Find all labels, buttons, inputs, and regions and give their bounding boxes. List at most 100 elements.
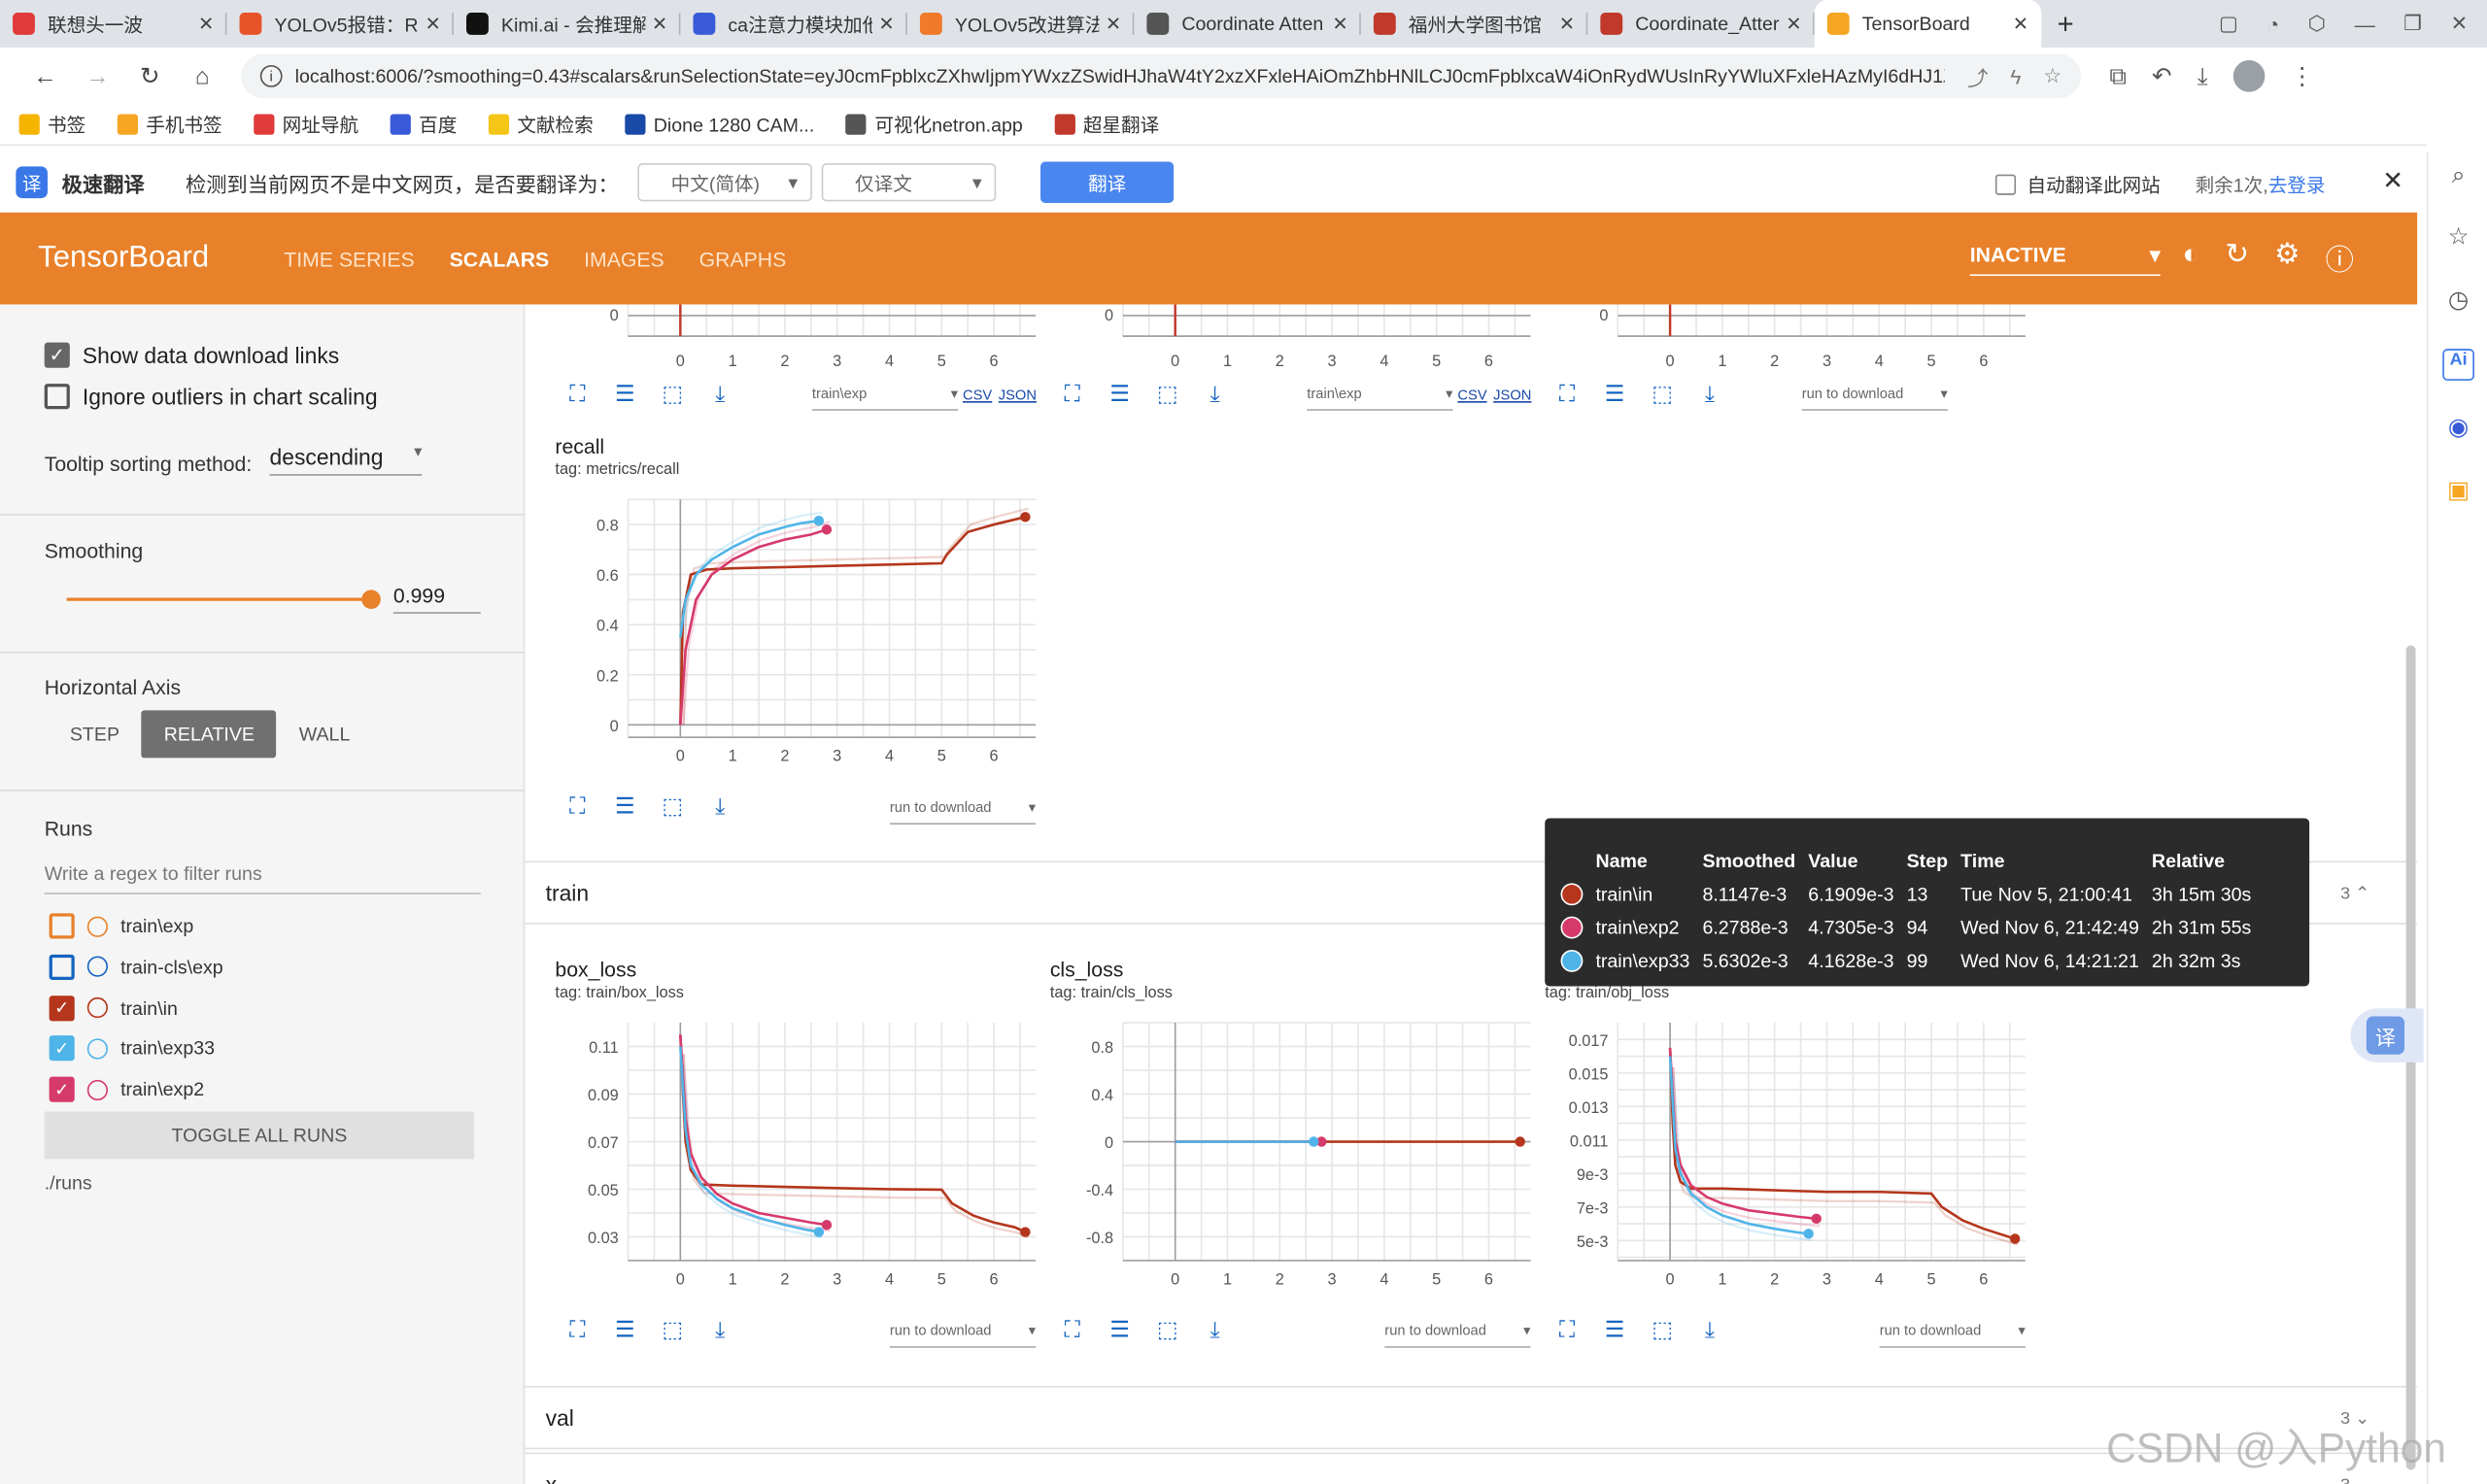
browser-tab[interactable]: ca注意力模块加他 ✕ [680,0,907,48]
run-download-select[interactable]: run to download ▾ [889,799,1037,825]
bookmark-item[interactable]: 书签 [18,111,86,138]
auto-translate-option[interactable]: 自动翻译此网站 [1994,171,2161,198]
run-checkbox[interactable] [49,913,75,939]
floating-translate-button[interactable]: 译 [2350,1008,2424,1062]
smoothing-input[interactable]: 0.999 [392,584,481,614]
restore-button[interactable]: ❐ [2403,11,2423,35]
login-link[interactable]: 去登录 [2267,174,2326,197]
fit-domain-icon[interactable]: ⬚ [662,793,684,819]
theme-icon[interactable]: ◐ [2182,237,2200,270]
close-tab-icon[interactable]: ✕ [1786,13,1802,35]
fullscreen-icon[interactable]: ⛶ [1559,380,1576,406]
favorites-icon[interactable]: ☆ [2447,223,2470,251]
browser-tab[interactable]: Kimi.ai - 会推理解 ✕ [454,0,681,48]
run-download-select[interactable]: run to download ▾ [1801,386,1948,411]
undo-icon[interactable]: ↶ [2152,63,2172,91]
fullscreen-icon[interactable]: ⛶ [1559,1316,1576,1342]
refresh-icon[interactable]: ↻ [2225,237,2250,270]
close-window-button[interactable]: ✕ [2450,11,2469,35]
browser-tab[interactable]: TensorBoard ✕ [1814,0,2042,48]
plugin-select[interactable]: INACTIVE ▾ [1969,242,2161,276]
obj-loss-chart[interactable]: 0 1 2 3 4 5 6 5e-3 7e-3 9e-3 0.011 0.013 0.015 0.017 [1545,1010,2028,1296]
download-icon[interactable]: ⤓ [1209,1316,1220,1342]
smoothing-slider-track[interactable] [66,597,372,601]
runs-filter-input[interactable]: Write a regex to filter runs [44,862,481,894]
help-icon[interactable]: ⓘ [2325,244,2355,277]
run-item[interactable]: ✓ train\exp2 [49,1076,204,1102]
run-checkbox[interactable]: ✓ [49,995,75,1021]
chevron-down-icon[interactable]: ⌄ [2355,1475,2369,1484]
tab-graphs[interactable]: GRAPHS [698,246,787,271]
download-icon[interactable]: ⤓ [1704,380,1716,406]
download-icon[interactable]: ⤓ [1209,380,1220,406]
new-tab-button[interactable]: + [2057,7,2074,39]
auto-translate-checkbox[interactable] [1994,174,2017,195]
more-menu-icon[interactable]: ⋮ [2290,63,2314,91]
download-csv-link[interactable]: CSV [1457,387,1487,403]
cls-loss-chart[interactable]: 0 1 2 3 4 5 6 -0.8 -0.4 0 0.4 0.8 [1050,1010,1534,1296]
series-line[interactable] [1668,1047,2016,1240]
run-checkbox[interactable]: ✓ [49,1076,75,1102]
history-icon[interactable]: ◷ [2447,287,2470,315]
search-icon[interactable]: ⌕ [2451,161,2466,189]
ai-icon[interactable]: Ai [2442,349,2474,381]
data-table-icon[interactable]: ☰ [1604,1316,1625,1342]
run-item[interactable]: train\exp [49,913,193,939]
download-csv-link[interactable]: CSV [963,387,993,403]
forward-button[interactable]: → [85,62,110,90]
mode-select[interactable]: 仅译文 ▾ [821,163,997,202]
data-table-icon[interactable]: ☰ [1604,380,1625,406]
fit-domain-icon[interactable]: ⬚ [1156,380,1178,406]
show-download-links-checkbox[interactable]: ✓ [44,342,70,368]
tab-images[interactable]: IMAGES [584,246,664,271]
fit-domain-icon[interactable]: ⬚ [1652,1316,1673,1342]
download-icon[interactable]: ⤓ [715,793,726,819]
home-button[interactable]: ⌂ [194,62,210,90]
browser-tab[interactable]: 福州大学图书馆 ✕ [1361,0,1588,48]
site-info-icon[interactable]: i [259,64,283,87]
run-color-circle[interactable] [86,915,109,937]
reload-button[interactable]: ↻ [140,63,160,91]
fullscreen-icon[interactable]: ⛶ [1064,380,1080,406]
run-color-circle[interactable] [86,956,109,978]
settings-gear-icon[interactable]: ⚙ [2274,237,2300,270]
tooltip-sorting-select[interactable]: descending ▾ [269,444,423,476]
browser-tab[interactable]: Coordinate_Atter ✕ [1587,0,1815,48]
run-checkbox[interactable] [49,954,75,980]
fullscreen-icon[interactable]: ⛶ [569,380,586,406]
download-icon[interactable]: ⤓ [2197,62,2208,90]
download-json-link[interactable]: JSON [1493,387,1532,403]
series-line[interactable] [679,516,1026,725]
smoothing-slider-thumb[interactable] [360,590,381,609]
toggle-all-runs-button[interactable]: TOGGLE ALL RUNS [44,1111,475,1160]
box-loss-chart[interactable]: 0 1 2 3 4 5 6 0.03 0.05 0.07 0.09 0.11 [555,1010,1039,1296]
series-line[interactable] [679,1034,1026,1233]
game-controller-icon[interactable]: ◉ [2447,414,2470,441]
language-select[interactable]: 中文(简体) ▾ [637,163,812,202]
axis-option-wall[interactable]: WALL [298,723,351,746]
series-line[interactable] [679,1034,828,1227]
close-tab-icon[interactable]: ✕ [1105,13,1122,35]
run-item[interactable]: ✓ train\in [49,995,178,1021]
axis-option-step[interactable]: STEP [69,723,120,746]
fit-domain-icon[interactable]: ⬚ [1156,1316,1178,1342]
axis-option-relative[interactable]: RELATIVE [141,710,277,759]
data-table-icon[interactable]: ☰ [1109,380,1130,406]
section-val[interactable]: val 3 ⌄ [525,1385,2418,1450]
close-tab-icon[interactable]: ✕ [2012,13,2029,35]
bookmark-item[interactable]: 网址导航 [254,111,358,138]
browser-tab[interactable]: Coordinate Atten ✕ [1134,0,1361,48]
tab-time-series[interactable]: TIME SERIES [284,246,415,271]
incognito-icon[interactable]: ◔ [2266,12,2280,36]
run-download-select[interactable]: run to download ▾ [889,1323,1037,1348]
extension-puzzle-icon[interactable]: ⧉ [2109,62,2127,90]
fullscreen-icon[interactable]: ⛶ [569,1316,586,1342]
minimize-button[interactable]: — [2354,12,2375,36]
ignore-outliers-option[interactable]: Ignore outliers in chart scaling [44,384,378,410]
bookmark-item[interactable]: Dione 1280 CAM... [625,114,814,136]
close-tab-icon[interactable]: ✕ [197,13,215,35]
bookmark-item[interactable]: 百度 [390,111,457,138]
run-download-select[interactable]: train\exp ▾ [1307,386,1453,411]
series-line[interactable] [679,519,820,638]
download-icon[interactable]: ⤓ [715,1316,726,1342]
